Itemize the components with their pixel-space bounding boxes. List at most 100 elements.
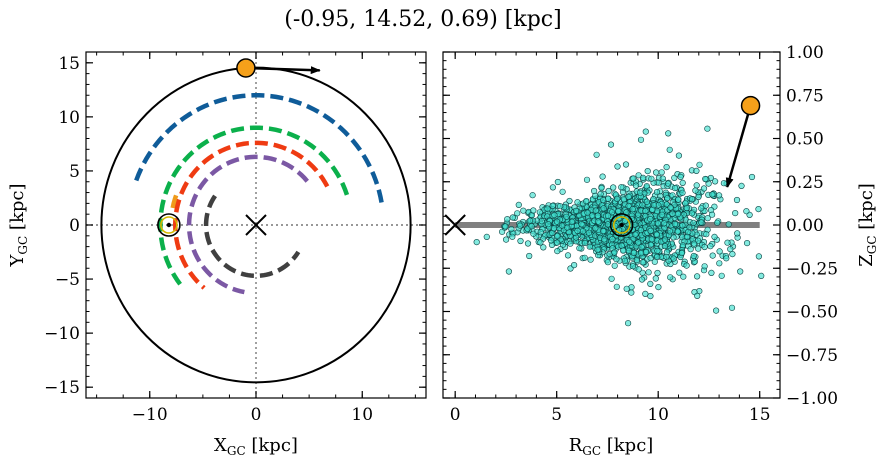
scatter-point (654, 269, 661, 277)
scatter-point (594, 246, 601, 253)
scatter-point (674, 210, 682, 218)
scatter-point (625, 202, 632, 210)
scatter-point (658, 169, 665, 176)
scatter-point (633, 257, 640, 264)
scatter-point (556, 203, 564, 210)
scatter-point (581, 254, 588, 261)
scatter-point (524, 240, 532, 247)
scatter-point (727, 246, 734, 253)
scatter-point (743, 240, 751, 247)
scatter-point (576, 245, 583, 252)
scatter-point (637, 136, 645, 143)
scatter-point (505, 268, 513, 275)
scatter-point (702, 175, 709, 183)
scatter-point (755, 253, 763, 260)
scatter-point (554, 248, 561, 255)
scatter-point (708, 211, 716, 218)
scatter-point (581, 239, 589, 247)
z-tick-label: 0.50 (786, 130, 824, 150)
scatter-point (530, 230, 537, 237)
scatter-point (509, 233, 516, 240)
sun-outer-ring-side (609, 213, 634, 237)
scatter-point (605, 187, 612, 195)
sun-center-dot (166, 222, 172, 228)
scatter-point (679, 189, 686, 196)
scatter-point (663, 249, 671, 256)
side-view-ticks: 0 5 10 15 −1.00 −0.75 −0.50 −0.25 0.00 0.25 0.50 0.… (443, 43, 838, 425)
scatter-point (664, 195, 671, 202)
spiral-arm-0 (132, 93, 384, 203)
scatter-point (530, 207, 537, 214)
scatter-point (592, 207, 599, 214)
scatter-point (708, 269, 715, 277)
scatter-point (550, 225, 558, 232)
scatter-point (611, 262, 618, 269)
scatter-point (676, 269, 683, 276)
y-tick-label: −10 (44, 324, 80, 344)
scatter-point (537, 229, 544, 236)
scatter-point (684, 233, 691, 240)
scatter-point (599, 173, 606, 180)
scatter-point (683, 205, 690, 212)
scatter-point (526, 252, 533, 260)
scatter-point (595, 218, 602, 225)
scatter-point (630, 249, 638, 256)
y-tick-label: 15 (58, 54, 80, 74)
scatter-point (693, 167, 700, 174)
scatter-point (600, 205, 607, 212)
star-marker-side (740, 95, 761, 116)
scatter-point (526, 217, 534, 224)
scatter-point (615, 208, 622, 215)
spiral-arm-3 (172, 140, 330, 290)
scatter-point (647, 255, 654, 262)
scatter-point (623, 285, 630, 292)
scatter-point (687, 246, 694, 253)
scatter-point (732, 210, 739, 217)
spiral-arm-5 (203, 194, 301, 279)
scatter-point (614, 195, 621, 202)
scatter-point (608, 209, 616, 216)
scatter-point (674, 228, 681, 235)
scatter-point (642, 207, 649, 215)
scatter-point (677, 173, 684, 180)
top-view-ticks: −10 0 10 −15 −10 −5 0 5 10 15 (44, 52, 426, 425)
scatter-point (647, 280, 654, 288)
y-tick-label: 10 (58, 108, 80, 128)
scatter-point (678, 250, 685, 257)
scatter-point (648, 236, 656, 243)
scatter-point (536, 209, 543, 216)
scatter-point (695, 245, 702, 252)
scatter-point (714, 219, 721, 226)
scatter-point (666, 146, 673, 153)
z-tick-label: −0.25 (786, 259, 838, 279)
side-view-overlay (725, 95, 761, 188)
scatter-point (716, 260, 723, 267)
scatter-point (695, 193, 702, 200)
scatter-point (583, 198, 590, 205)
scatter-point (707, 243, 714, 250)
scatter-point (578, 221, 585, 228)
scatter-point (549, 184, 557, 191)
scatter-point (653, 231, 661, 238)
scatter-point (645, 269, 652, 276)
scatter-point (664, 180, 672, 187)
scatter-point (559, 188, 566, 195)
scatter-point (648, 175, 655, 182)
scatter-point (650, 202, 658, 209)
scatter-point (620, 196, 627, 203)
scatter-point (608, 275, 615, 282)
scatter-point (680, 273, 687, 280)
scatter-point (679, 179, 686, 186)
scatter-point (554, 233, 561, 240)
scatter-point (559, 222, 566, 229)
scatter-point (663, 164, 670, 171)
scatter-point (660, 220, 668, 227)
scatter-point (604, 259, 612, 266)
scatter-point (644, 168, 651, 175)
scatter-point (647, 216, 654, 223)
scatter-point (671, 220, 679, 228)
scatter-point (600, 197, 607, 204)
scatter-point (610, 184, 617, 191)
scatter-point (540, 244, 547, 251)
scatter-point (620, 247, 627, 254)
